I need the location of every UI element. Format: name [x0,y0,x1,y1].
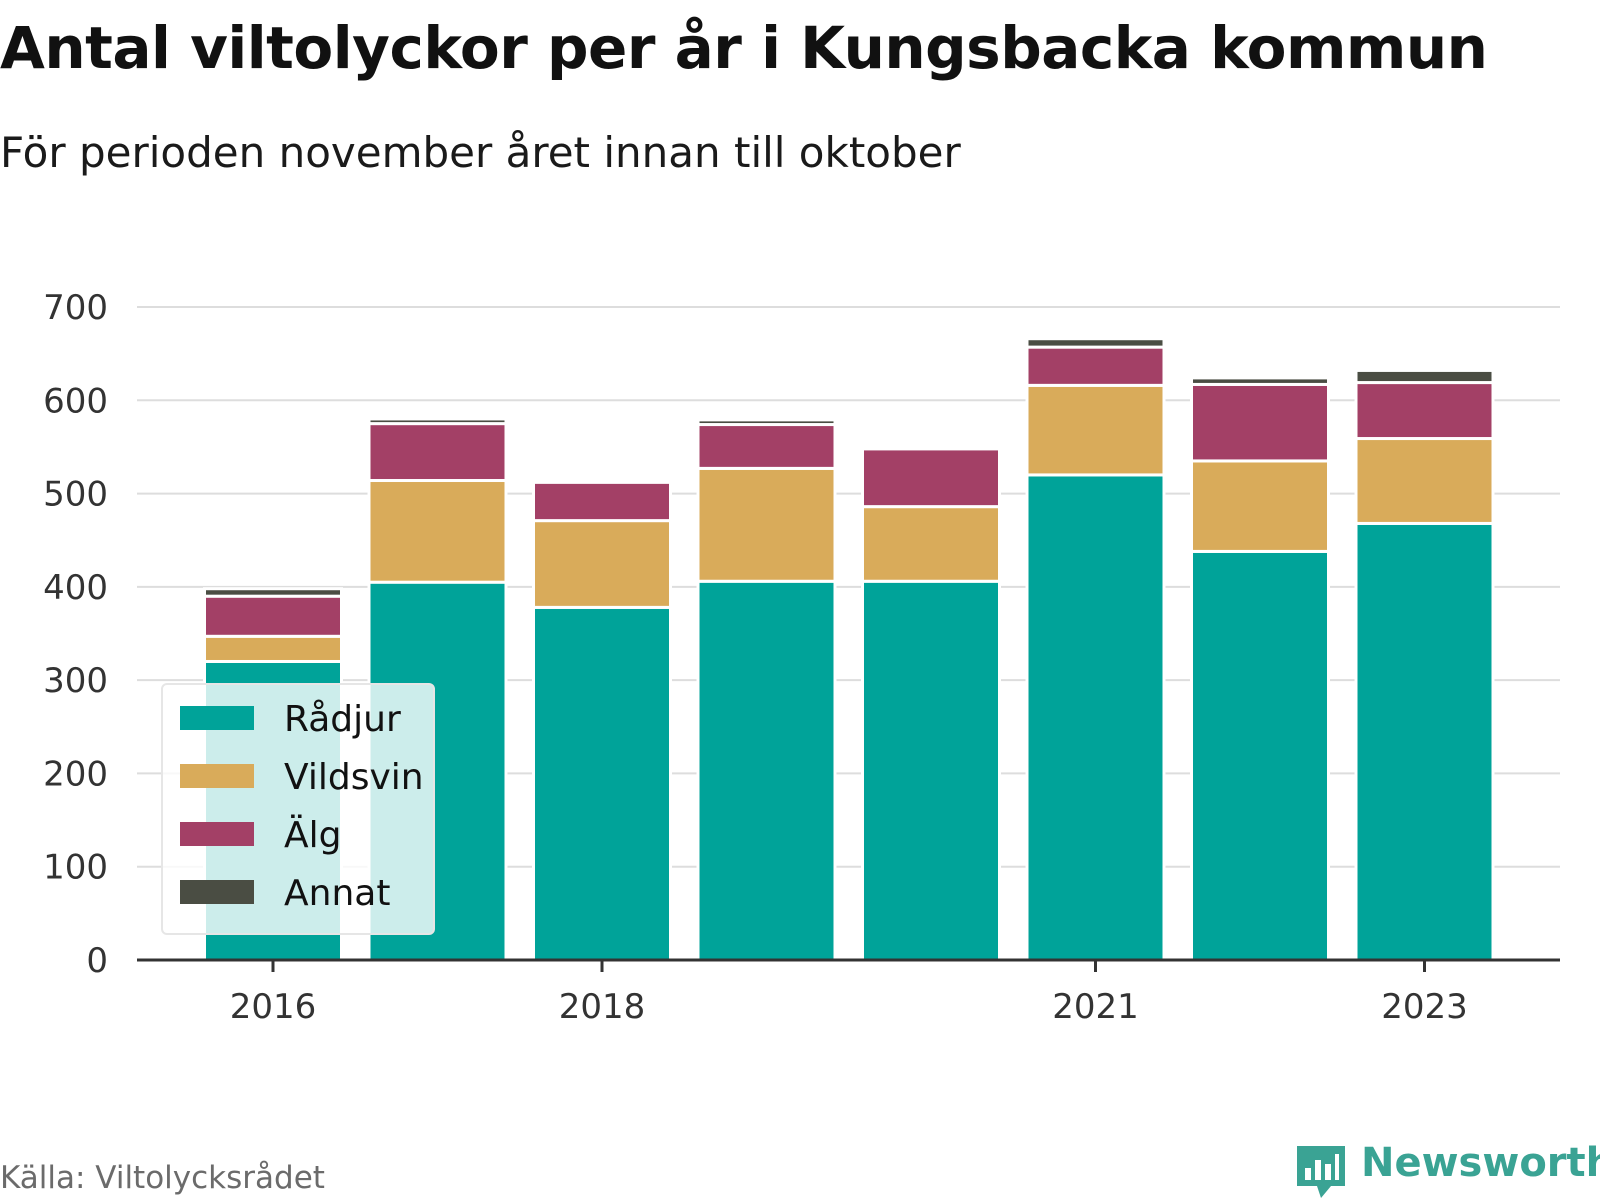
y-tick-label: 0 [86,941,108,981]
bar-segment [696,418,837,427]
bar-segment [1190,376,1330,386]
bar-segment [1190,459,1330,553]
source-note: Källa: Viltolycksrådet [0,1160,325,1196]
bar-segment [203,594,343,638]
brand-name: Newsworthy [1361,1140,1600,1186]
legend-label: Älg [284,814,341,856]
bar-segment [367,417,508,426]
bar-segment [696,579,837,962]
y-tick-label: 600 [43,381,108,421]
legend-label: Annat [284,873,390,914]
legend-swatch [180,880,254,904]
bar-segment [696,466,837,583]
x-tick-label: 2016 [230,987,317,1027]
legend: Rådjur Vildsvin Älg Annat [161,683,435,935]
bar-segment [1354,381,1495,441]
bar-segment [861,579,1001,962]
bar-segment [532,480,672,523]
bar-segment [532,519,672,609]
bar-segment [1354,437,1495,525]
y-tick-label: 700 [43,288,108,328]
chart-title: Antal viltolyckor per år i Kungsbacka ko… [0,14,1488,82]
chart-subtitle: För perioden november året innan till ok… [0,128,961,177]
bar-segment [1025,473,1166,962]
y-tick-label: 300 [43,661,108,701]
bar-segment [861,505,1001,583]
x-tick-label: 2018 [559,987,646,1027]
y-tick-label: 400 [43,568,108,608]
bar-segment [203,634,343,663]
newsworthy-logo-icon [1297,1146,1345,1198]
legend-label: Vildsvin [284,757,424,798]
bar-segment [532,605,672,962]
bar-segment [1354,521,1495,962]
x-axis: 2016 2018 2021 2023 [137,958,1560,1027]
y-tick-label: 200 [43,754,108,794]
bar-segment [367,479,508,584]
legend-swatch [180,764,254,788]
x-tick-label: 2023 [1381,987,1468,1027]
legend-label: Rådjur [284,699,401,740]
bar-segment [203,587,343,598]
legend-swatch [180,706,254,730]
bar-segment [1190,549,1330,962]
legend-swatch [180,822,254,846]
bar-segment [861,447,1001,509]
bar-segment [696,423,837,470]
y-tick-label: 100 [43,848,108,888]
y-tick-label: 500 [43,475,108,515]
bar-segment [1025,383,1166,477]
y-axis-tick-labels: 0 100 200 300 400 500 600 700 [43,288,108,981]
bar-segment [1025,345,1166,387]
bar-segment [1025,337,1166,349]
bar-segment [1190,382,1330,463]
bar-segment [861,444,1001,451]
bar-segment [367,422,508,483]
x-tick-label: 2021 [1052,987,1139,1027]
bar-segment [1354,368,1495,385]
legend-box [161,683,435,935]
